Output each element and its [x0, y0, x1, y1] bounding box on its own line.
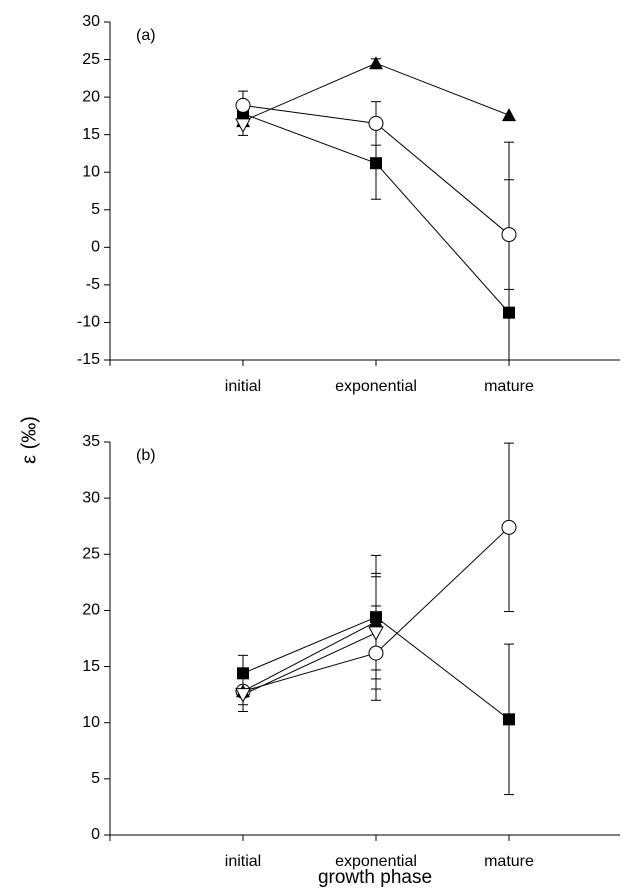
- marker: [501, 519, 517, 535]
- y-tick-label: 25: [82, 546, 100, 563]
- y-tick-label: 0: [91, 239, 100, 256]
- marker: [368, 645, 384, 661]
- marker: [235, 97, 251, 113]
- y-axis-label: ε (‰): [18, 416, 40, 464]
- y-tick-label: 5: [91, 201, 100, 218]
- marker: [503, 306, 515, 319]
- panel-label: (a): [136, 27, 156, 44]
- marker: [502, 108, 516, 122]
- marker: [368, 115, 384, 131]
- x-tick-label: mature: [484, 378, 534, 395]
- marker: [503, 713, 515, 726]
- series-line: [242, 632, 377, 696]
- y-tick-label: 30: [82, 489, 100, 506]
- y-tick-label: 30: [82, 13, 100, 30]
- panel-label: (b): [136, 447, 156, 464]
- series-line: [242, 621, 377, 692]
- marker: [370, 157, 382, 170]
- y-tick-label: -10: [77, 314, 100, 331]
- x-axis-label: growth phase: [318, 867, 432, 888]
- y-tick-label: 20: [82, 88, 100, 105]
- y-tick-label: 5: [91, 770, 100, 787]
- marker: [368, 626, 384, 641]
- marker: [501, 227, 517, 243]
- y-tick-label: 10: [82, 163, 100, 180]
- marker: [237, 667, 249, 680]
- x-tick-label: initial: [225, 378, 261, 395]
- x-tick-label: exponential: [335, 853, 417, 870]
- y-tick-label: 35: [82, 433, 100, 450]
- y-tick-label: 25: [82, 51, 100, 68]
- y-tick-label: 15: [82, 658, 100, 675]
- marker: [235, 688, 251, 703]
- y-tick-label: 10: [82, 714, 100, 731]
- y-tick-label: -5: [86, 276, 100, 293]
- x-tick-label: exponential: [335, 378, 417, 395]
- y-tick-label: 0: [91, 826, 100, 843]
- marker: [369, 614, 383, 628]
- y-tick-label: 20: [82, 602, 100, 619]
- x-tick-label: initial: [225, 853, 261, 870]
- plot-area: [235, 56, 517, 360]
- x-tick-label: mature: [484, 853, 534, 870]
- marker: [369, 56, 383, 70]
- y-tick-label: -15: [77, 351, 100, 368]
- marker: [235, 118, 251, 133]
- y-tick-label: 15: [82, 126, 100, 143]
- plot-area: [235, 442, 517, 796]
